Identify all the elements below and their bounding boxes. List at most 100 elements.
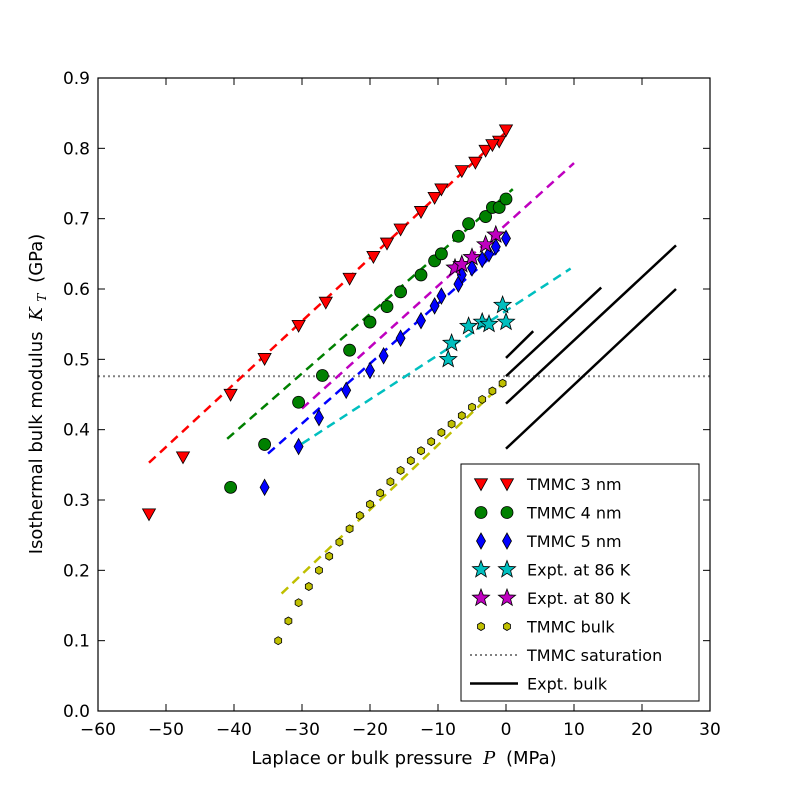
legend-entry: TMMC saturation — [470, 646, 662, 665]
x-axis-label-unit: (MPa) — [506, 748, 557, 769]
data-point — [396, 465, 405, 475]
y-tick-label: 0.5 — [63, 350, 90, 370]
data-point — [258, 438, 272, 451]
data-point — [378, 347, 389, 365]
series-3 — [438, 295, 516, 368]
y-tick-label: 0.7 — [63, 210, 90, 230]
data-point — [366, 251, 381, 264]
x-tick-label: −20 — [352, 720, 388, 740]
data-point — [478, 144, 493, 158]
data-point — [454, 165, 469, 179]
y-tick-label: 0.9 — [63, 69, 90, 89]
x-tick-label: −60 — [80, 720, 116, 740]
legend-marker — [497, 587, 517, 607]
expt-bulk-line-3 — [505, 288, 677, 450]
data-point — [315, 369, 329, 382]
data-markers — [141, 124, 516, 646]
legend-label: Expt. bulk — [527, 675, 608, 694]
x-axis-label-symbol: P — [482, 748, 496, 769]
data-point — [501, 229, 511, 248]
data-point — [447, 419, 456, 429]
data-point — [457, 411, 466, 421]
legend-marker — [500, 506, 514, 519]
series-2 — [259, 229, 511, 497]
data-point — [496, 311, 516, 331]
y-tick-label: 0.1 — [63, 632, 90, 652]
expt-bulk-line-0 — [505, 330, 535, 359]
y-axis-label-text: Isothermal bulk modulus — [26, 331, 47, 554]
legend-marker — [471, 587, 491, 607]
data-point — [274, 636, 283, 646]
data-point — [341, 381, 352, 400]
legend-box — [460, 463, 700, 702]
data-point — [257, 353, 272, 366]
data-point — [395, 329, 406, 348]
data-point — [484, 245, 494, 263]
data-point — [224, 480, 238, 494]
x-tick-label: 0 — [501, 720, 512, 740]
data-point — [478, 394, 487, 404]
legend-label: Expt. at 80 K — [527, 589, 631, 608]
data-point — [294, 598, 303, 608]
data-point — [175, 451, 191, 465]
data-point — [438, 349, 458, 368]
fit-line-5 — [280, 379, 507, 595]
y-axis-label-unit: (GPa) — [26, 234, 47, 283]
x-tick-label: −50 — [148, 720, 184, 740]
data-point — [394, 285, 408, 299]
x-tick-label: −40 — [216, 720, 252, 740]
legend-marker — [473, 478, 489, 492]
data-point — [406, 456, 415, 466]
legend-marker — [497, 559, 517, 578]
data-point — [479, 314, 499, 333]
data-point — [434, 247, 448, 261]
data-point — [479, 210, 493, 223]
x-tick-label: 30 — [699, 720, 721, 740]
legend-entry: Expt. at 80 K — [471, 587, 631, 608]
legend-entry: TMMC bulk — [477, 618, 615, 637]
x-tick-label: 10 — [563, 720, 585, 740]
fit-line-4 — [301, 267, 572, 445]
expt-bulk-line-2 — [505, 244, 677, 405]
data-point — [414, 268, 428, 282]
x-tick-label: 20 — [631, 720, 653, 740]
legend-label: Expt. at 86 K — [527, 561, 631, 580]
data-point — [498, 124, 514, 138]
data-point — [292, 395, 306, 409]
x-axis-label-text: Laplace or bulk pressure — [251, 748, 472, 769]
y-tick-label: 0.6 — [63, 280, 90, 300]
fit-line-2 — [301, 162, 575, 410]
data-point — [462, 217, 476, 230]
expt-bulk-lines — [505, 244, 677, 450]
legend-marker — [474, 506, 488, 519]
data-point — [314, 408, 324, 427]
y-tick-label: 0.2 — [63, 561, 90, 581]
data-point — [363, 315, 377, 329]
legend-marker — [471, 559, 491, 578]
data-point — [376, 488, 385, 498]
data-point — [304, 582, 313, 591]
data-point — [366, 499, 374, 509]
data-point — [417, 446, 425, 456]
data-point — [468, 156, 483, 170]
legend-entry: Expt. at 86 K — [471, 559, 631, 580]
data-point — [259, 478, 270, 497]
y-tick-label: 0.3 — [63, 491, 90, 511]
data-point — [427, 191, 442, 205]
data-point — [486, 224, 506, 244]
data-point — [342, 272, 357, 286]
legend-label: TMMC 4 nm — [526, 504, 622, 523]
legend-entry: TMMC 4 nm — [474, 504, 622, 523]
data-point — [429, 297, 440, 315]
data-point — [467, 259, 477, 277]
y-axis-label: Isothermal bulk modulus K T (GPa) — [26, 234, 51, 555]
y-axis: 0.0 0.1 0.2 0.3 0.4 0.5 0.6 0.7 0.8 0.9 — [63, 69, 710, 722]
data-point — [416, 311, 426, 330]
series-4 — [445, 224, 506, 277]
x-axis-label: Laplace or bulk pressure P (MPa) — [251, 748, 556, 769]
data-point — [386, 477, 395, 487]
legend-marker — [476, 532, 486, 550]
legend-marker — [499, 478, 515, 492]
data-point — [315, 565, 323, 575]
